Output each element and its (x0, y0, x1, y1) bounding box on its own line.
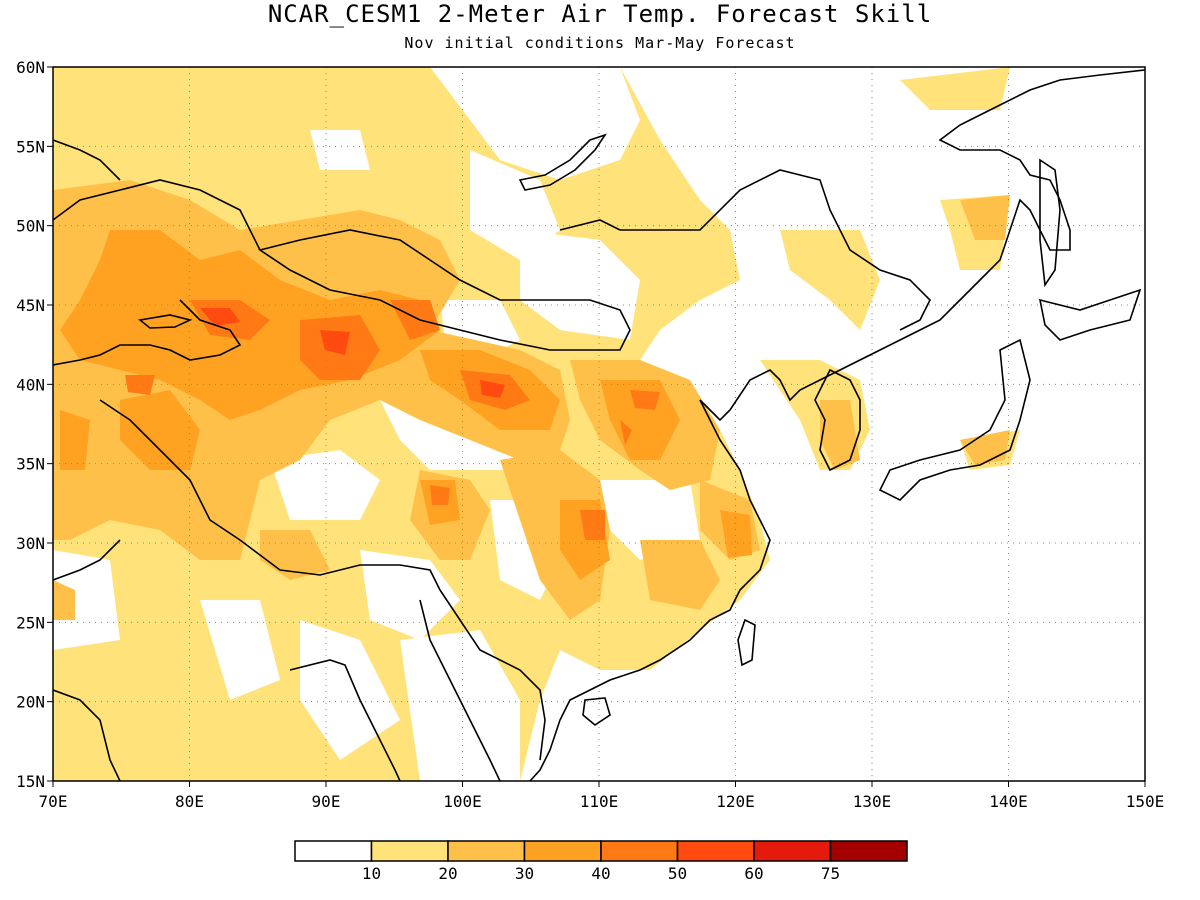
lon-tick-label: 130E (853, 792, 892, 811)
colorbar-label: 50 (668, 864, 687, 883)
colorbar-swatch (294, 840, 373, 862)
colorbar-swatch (600, 840, 679, 862)
lon-tick-label: 110E (580, 792, 619, 811)
gridlines (53, 67, 1145, 781)
lon-tick-label: 120E (716, 792, 755, 811)
lon-tick-label: 80E (175, 792, 204, 811)
lon-tick-label: 100E (443, 792, 482, 811)
lat-tick-label: 35N (16, 455, 45, 474)
lat-tick-label: 45N (16, 296, 45, 315)
lon-tick-label: 140E (989, 792, 1028, 811)
colorbar-label: 10 (362, 864, 381, 883)
lat-tick-label: 20N (16, 693, 45, 712)
colorbar-label: 40 (591, 864, 610, 883)
colorbar-label: 30 (515, 864, 534, 883)
lat-tick-label: 25N (16, 613, 45, 632)
lat-tick-label: 15N (16, 772, 45, 791)
colorbar-swatch (447, 840, 526, 862)
plot-title: NCAR_CESM1 2-Meter Air Temp. Forecast Sk… (267, 0, 933, 28)
plot-subtitle: Nov initial conditions Mar-May Forecast (404, 34, 796, 52)
colorbar-label: 20 (438, 864, 457, 883)
colorbar: 10 20 30 40 50 60 75 (294, 840, 908, 883)
colorbar-swatch (370, 840, 449, 862)
colorbar-label: 75 (821, 864, 840, 883)
lat-tick-label: 30N (16, 534, 45, 553)
lat-tick-label: 55N (16, 137, 45, 156)
longitude-ticks: 70E 80E 90E 100E 110E 120E 130E 140E 150E (39, 781, 1165, 811)
colorbar-swatch (753, 840, 832, 862)
lat-tick-label: 50N (16, 217, 45, 236)
lon-tick-label: 150E (1126, 792, 1165, 811)
colorbar-label: 60 (744, 864, 763, 883)
latitude-ticks: 15N 20N 25N 30N 35N 40N 45N 50N 55N 60N (16, 58, 53, 791)
colorbar-swatch (676, 840, 755, 862)
lat-tick-label: 60N (16, 58, 45, 77)
lat-tick-label: 40N (16, 375, 45, 394)
colorbar-swatch (523, 840, 602, 862)
land-outlines (53, 69, 1145, 781)
colorbar-swatch (829, 840, 908, 862)
lon-tick-label: 70E (39, 792, 68, 811)
lon-tick-label: 90E (312, 792, 341, 811)
